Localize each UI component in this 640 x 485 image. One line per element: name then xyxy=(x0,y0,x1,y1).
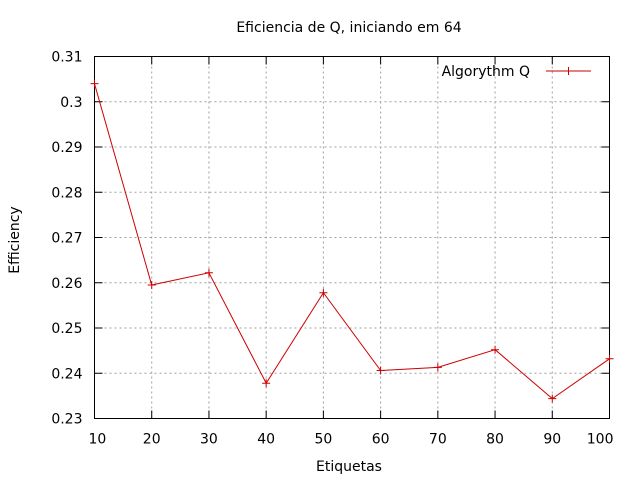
y-tick-label: 0.27 xyxy=(51,231,82,247)
x-tick-label: 80 xyxy=(486,432,504,448)
tick-marks xyxy=(94,56,610,419)
y-tick-label: 0.29 xyxy=(51,140,82,156)
series-line xyxy=(94,83,610,400)
x-tick-label: 30 xyxy=(200,432,218,448)
data-point xyxy=(491,345,500,354)
y-tick-label: 0.31 xyxy=(51,50,82,66)
plot-frame xyxy=(94,56,610,419)
y-tick-label: 0.26 xyxy=(51,276,82,292)
data-point xyxy=(262,379,271,388)
x-tick-label: 50 xyxy=(314,432,332,448)
legend-label-algorythm-q: Algorythm Q xyxy=(442,64,530,80)
y-tick-label: 0.28 xyxy=(51,185,82,201)
data-point xyxy=(204,268,213,277)
data-point xyxy=(433,363,442,372)
x-tick-label: 60 xyxy=(372,432,390,448)
x-tick-label: 100 xyxy=(587,432,614,448)
grid xyxy=(94,56,610,419)
legend: Algorythm Q xyxy=(442,64,591,80)
x-tick-labels: 10 20 30 40 50 60 70 80 90 100 xyxy=(89,432,614,448)
x-tick-label: 40 xyxy=(257,432,275,448)
y-tick-label: 0.3 xyxy=(60,95,82,111)
data-point xyxy=(376,366,385,375)
data-point xyxy=(90,79,99,88)
x-tick-label: 70 xyxy=(429,432,447,448)
data-point xyxy=(548,394,557,403)
y-tick-label: 0.25 xyxy=(51,321,82,337)
y-tick-labels: 0.23 0.24 0.25 0.26 0.27 0.28 0.29 0.3 0.31 xyxy=(51,50,82,428)
y-tick-label: 0.23 xyxy=(51,412,82,428)
x-tick-label: 20 xyxy=(143,432,161,448)
x-axis-label: Etiquetas xyxy=(316,459,382,475)
data-point xyxy=(319,288,328,297)
y-tick-label: 0.24 xyxy=(51,366,82,382)
x-tick-label: 90 xyxy=(543,432,561,448)
x-tick-label: 10 xyxy=(89,432,107,448)
series-layer xyxy=(90,79,614,403)
legend-marker xyxy=(564,67,573,75)
chart-title: Eficiencia de Q, iniciando em 64 xyxy=(236,20,461,36)
data-point xyxy=(147,281,156,290)
y-axis-label: Efficiency xyxy=(7,206,23,273)
data-point xyxy=(605,354,614,363)
